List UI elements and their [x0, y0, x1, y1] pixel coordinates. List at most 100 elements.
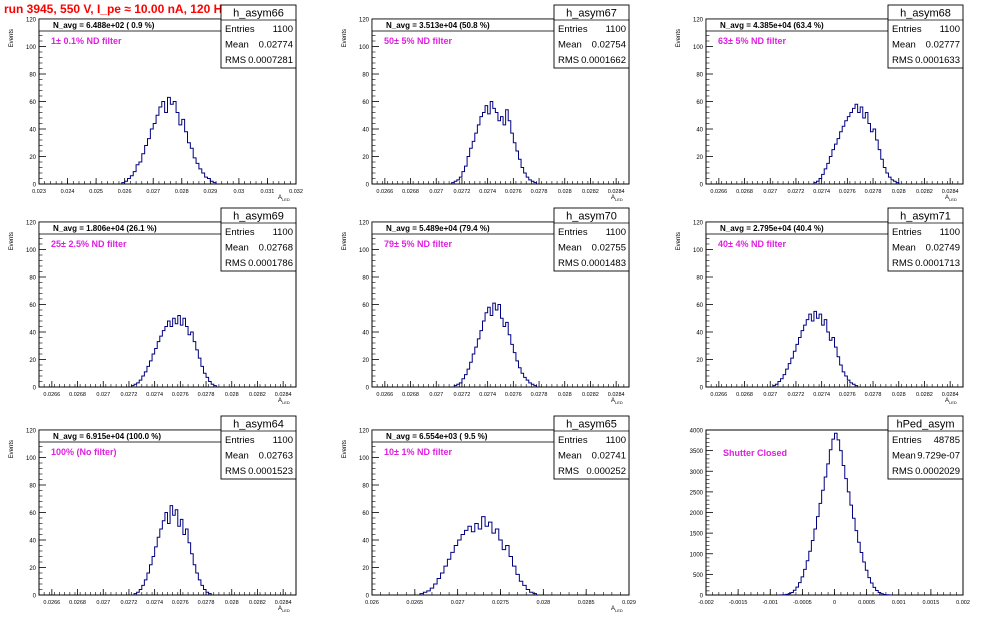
histogram-panel: 0 20 40 60 80 100 120 0.0266 0.0268 0.027 0.0272 0.… [342, 207, 630, 405]
histogram-line [813, 103, 900, 184]
stats-value: 1100 [940, 227, 960, 238]
x-tick-label: 0.0272 [788, 392, 805, 398]
y-tick-label: 80 [29, 276, 36, 282]
histogram-panel: 0 20 40 60 80 100 120 0.0266 0.0268 0.027 0.0272 0.… [676, 207, 964, 405]
x-tick-label: 0.028 [558, 392, 572, 398]
y-tick-label: 1000 [690, 552, 704, 558]
x-tick-label: 0.0275 [492, 600, 509, 606]
stats-box [553, 415, 630, 480]
stats-key: Mean [225, 243, 249, 254]
x-tick-label: 0.0278 [531, 189, 548, 195]
histogram-name: h_asym70 [566, 211, 617, 223]
y-tick-label: 60 [362, 511, 369, 517]
y-tick-label: 3000 [690, 470, 704, 476]
filter-label: 50± 5% ND filter [384, 36, 452, 46]
x-tick-label: 0.027 [429, 189, 443, 195]
x-tick-label: 0.001 [892, 600, 906, 606]
histogram-line [780, 432, 892, 596]
stats-value: 0.000252 [586, 466, 626, 477]
histogram-name: h_asym67 [566, 8, 617, 20]
stats-key: Entries [892, 227, 922, 238]
x-tick-label: 0.0276 [505, 189, 522, 195]
y-tick-label: 0 [33, 386, 37, 392]
filter-label: Shutter Closed [723, 448, 787, 458]
stats-value: 1100 [273, 24, 293, 35]
y-axis-label: Events [9, 232, 15, 250]
stats-value: 48785 [934, 435, 960, 446]
x-tick-label: 0.0278 [531, 392, 548, 398]
x-tick-label: 0.0265 [406, 600, 423, 606]
stats-value: 0.02754 [592, 40, 626, 51]
y-tick-label: 4000 [690, 429, 704, 435]
stats-value: 1100 [606, 24, 626, 35]
y-tick-label: 2500 [690, 490, 704, 496]
y-axis-label: Events [9, 440, 15, 458]
stats-value: 1100 [606, 227, 626, 238]
x-tick-label: 0.028 [225, 392, 239, 398]
x-tick-label: 0.026 [118, 189, 132, 195]
y-tick-label: 60 [29, 511, 36, 517]
x-tick-label: 0.024 [61, 189, 75, 195]
y-tick-label: 100 [26, 248, 37, 254]
stats-value: 1100 [273, 227, 293, 238]
stats-key: Entries [892, 435, 922, 446]
y-tick-label: 80 [29, 73, 36, 79]
x-axis-label: ALED [611, 606, 623, 613]
x-tick-label: 0 [833, 600, 836, 606]
y-axis-label: Events [676, 29, 682, 47]
stats-value: 1100 [940, 24, 960, 35]
x-axis-label: ALED [945, 195, 957, 202]
x-tick-label: 0.027 [763, 392, 777, 398]
y-axis-label: Events [676, 232, 682, 250]
y-tick-label: 60 [29, 100, 36, 106]
stats-value: 0.0001483 [581, 258, 626, 269]
stats-value: 0.02768 [259, 243, 293, 254]
x-tick-label: 0.0015 [922, 600, 939, 606]
x-tick-label: -0.002 [698, 600, 714, 606]
x-tick-label: 0.0284 [608, 189, 625, 195]
stats-key: RMS [558, 55, 579, 66]
x-tick-label: 0.0272 [121, 392, 138, 398]
histogram-line [453, 302, 537, 387]
x-axis-label: ALED [278, 398, 290, 405]
x-tick-label: 0.0272 [121, 600, 138, 606]
navg-label: N_avg = 1.806e+04 (26.1 %) [53, 224, 157, 233]
stats-key: RMS [892, 258, 913, 269]
y-axis-label: Events [9, 29, 15, 47]
x-tick-label: 0.0276 [839, 392, 856, 398]
x-axis-label: ALED [945, 398, 957, 405]
filter-label: 79± 5% ND filter [384, 239, 452, 249]
navg-label: N_avg = 6.915e+04 (100.0 %) [53, 432, 161, 441]
stats-box [887, 415, 964, 480]
x-tick-label: 0.0274 [813, 392, 830, 398]
histogram-name: h_asym71 [900, 211, 951, 223]
y-tick-label: 40 [696, 128, 703, 134]
stats-value: 0.0001523 [248, 466, 293, 477]
stats-key: Mean [225, 451, 249, 462]
y-tick-label: 100 [359, 45, 370, 51]
stats-key: RMS [892, 55, 913, 66]
x-axis-label: ALED [611, 398, 623, 405]
stats-key: Entries [225, 435, 255, 446]
stats-value: 1100 [273, 435, 293, 446]
x-tick-label: 0.029 [622, 600, 636, 606]
histogram-name: h_asym68 [900, 8, 951, 20]
histogram-name: h_asym64 [233, 419, 284, 431]
stats-key: Entries [892, 24, 922, 35]
x-tick-label: 0.0268 [736, 189, 753, 195]
y-tick-label: 500 [693, 573, 704, 579]
stats-value: 0.02741 [592, 451, 626, 462]
y-tick-label: 40 [362, 331, 369, 337]
y-tick-label: 80 [696, 276, 703, 282]
y-tick-label: 120 [359, 221, 370, 227]
x-tick-label: 0.027 [146, 189, 160, 195]
y-tick-label: 100 [26, 456, 37, 462]
y-tick-label: 0 [366, 594, 370, 600]
y-tick-label: 120 [26, 18, 37, 24]
y-tick-label: 1500 [690, 532, 704, 538]
x-tick-label: 0.03 [234, 189, 245, 195]
filter-label: 1± 0.1% ND filter [51, 36, 122, 46]
x-tick-label: 0.0276 [172, 600, 189, 606]
x-tick-label: 0.0274 [479, 392, 496, 398]
x-tick-label: 0.026 [365, 600, 379, 606]
